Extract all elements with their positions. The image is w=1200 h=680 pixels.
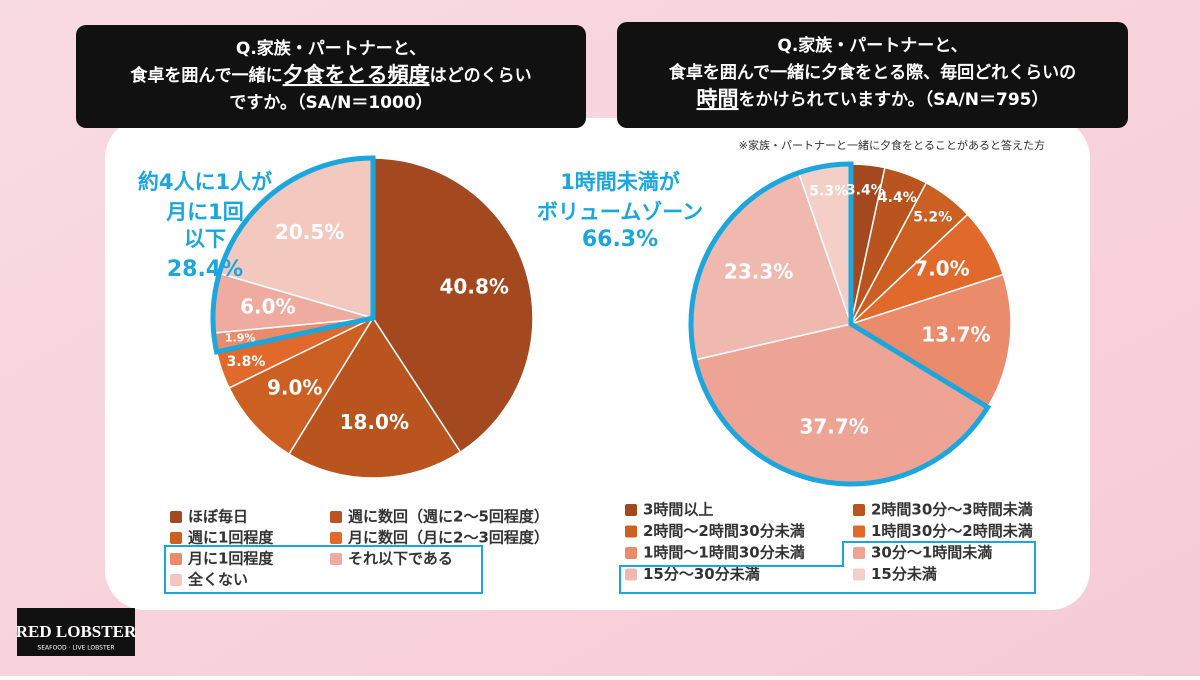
annotation-value: 66.3% (582, 227, 658, 252)
title-line: 時間をかけられていますか。（SA/N＝795） (697, 87, 1049, 111)
title-segment: 夕食をとる頻度 (283, 63, 430, 87)
title-line: Q.家族・パートナーと、 (236, 38, 426, 59)
value-label: 20.5% (275, 220, 344, 244)
title-segment: をかけられていますか。（SA/N＝795） (739, 89, 1049, 110)
value-label: 9.0% (267, 375, 322, 399)
legend-swatch (330, 553, 342, 565)
annotation-line: 約4人に1人が (138, 170, 272, 194)
legend-swatch (170, 553, 182, 565)
legend-swatch (170, 574, 182, 586)
pie-slice (228, 316, 375, 456)
value-label: 13.7% (921, 323, 990, 347)
legend-label: 15分未満 (871, 565, 937, 583)
highlight-outline (688, 161, 992, 487)
legend-label: 月に1回程度 (187, 550, 274, 568)
title-segment: 食卓を囲んで一緒に夕食をとる際、毎回どれくらいの (669, 62, 1076, 83)
title-line: ですか。（SA/N＝1000） (229, 92, 432, 113)
value-label: 5.3% (809, 183, 848, 199)
legend-label: 30分～1時間未満 (871, 544, 992, 562)
value-label: 40.8% (440, 274, 509, 298)
legend-label: ほぼ毎日 (188, 508, 248, 526)
title-box (617, 22, 1128, 128)
logo-box (17, 608, 135, 656)
legend-label: 1時間30分～2時間未満 (871, 522, 1033, 540)
logo: RED LOBSTER SEAFOOD · LIVE LOBSTER (16, 608, 137, 656)
value-label: 1.9% (225, 332, 256, 345)
legend-label: 週に数回（週に2～5回程度） (348, 508, 549, 526)
title-segment: はどのくらい (430, 66, 532, 86)
legend-swatch (330, 511, 342, 523)
legend-swatch (330, 532, 342, 544)
legend-swatch (625, 504, 637, 516)
value-label: 6.0% (240, 295, 295, 319)
title-segment: Q.家族・パートナーと、 (236, 38, 426, 59)
legend-highlight (164, 545, 483, 594)
subtitle: ※家族・パートナーと一緒に夕食をとることがあると答えた方 (739, 138, 1045, 152)
legend-swatch (853, 504, 865, 516)
legend-label: 月に数回（月に2～3回程度） (347, 529, 549, 547)
title-line: 食卓を囲んで一緒に夕食をとる際、毎回どれくらいの (669, 62, 1076, 83)
legend-swatch (853, 568, 865, 581)
legend-label: 3時間以上 (643, 501, 713, 519)
annotation-line: ボリュームゾーン (537, 200, 703, 224)
annotation-line: 以下 (184, 227, 226, 251)
title-segment: Q.家族・パートナーと、 (777, 35, 967, 56)
legend-label: 全くない (187, 571, 248, 589)
highlight-outline (210, 155, 376, 355)
pie-slice (849, 273, 1012, 409)
annotation-line: 1時間未満が (560, 170, 680, 194)
legend-label: 15分～30分未満 (643, 565, 760, 583)
value-label: 5.2% (913, 209, 952, 225)
legend-label: それ以下である (348, 550, 453, 568)
title-segment: 時間 (697, 87, 739, 111)
legend-swatch (853, 525, 865, 538)
value-label: 3.8% (227, 354, 266, 370)
legend-swatch (170, 532, 182, 544)
value-label: 3.4% (846, 182, 885, 198)
legend-swatch (625, 547, 637, 559)
value-label: 37.7% (799, 415, 868, 439)
value-label: 4.4% (878, 190, 917, 206)
legend-label: 2時間～2時間30分未満 (643, 522, 805, 540)
title-line: 食卓を囲んで一緒に夕食をとる頻度はどのくらい (130, 63, 531, 87)
legend-swatch (853, 547, 865, 559)
legend-swatch (170, 511, 182, 523)
title-line: Q.家族・パートナーと、 (777, 35, 967, 56)
logo-tagline: SEAFOOD · LIVE LOBSTER (37, 645, 114, 652)
value-label: 23.3% (724, 259, 793, 283)
annotation-line: 月に1回 (165, 200, 244, 224)
value-label: 18.0% (340, 410, 409, 434)
pie-slice (287, 316, 462, 479)
legend-swatch (625, 525, 637, 538)
legend-label: 1時間～1時間30分未満 (643, 544, 805, 562)
value-label: 7.0% (914, 257, 969, 281)
logo-name: RED LOBSTER (16, 622, 137, 641)
legend-label: 週に1回程度 (188, 529, 274, 547)
legend-highlight (619, 541, 1036, 594)
title-segment: ですか。（SA/N＝1000） (229, 92, 432, 113)
title-box (76, 25, 586, 128)
legend-label: 2時間30分～3時間未満 (871, 501, 1033, 519)
title-segment: 食卓を囲んで一緒に (130, 65, 282, 86)
annotation-value: 28.4% (167, 257, 243, 282)
legend-swatch (625, 568, 637, 581)
